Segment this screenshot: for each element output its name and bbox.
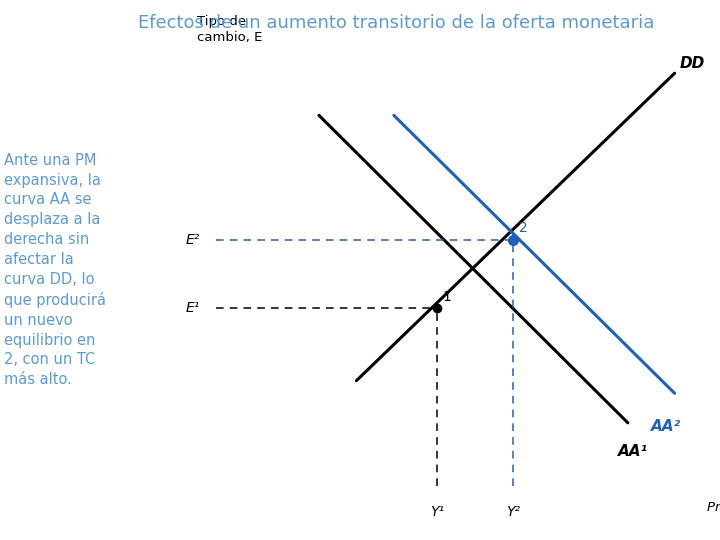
Text: Efectos de un aumento transitorio de la oferta monetaria: Efectos de un aumento transitorio de la … xyxy=(138,14,654,31)
Text: Y²: Y² xyxy=(506,505,521,519)
Text: Y¹: Y¹ xyxy=(430,505,444,519)
Text: 2: 2 xyxy=(519,221,528,235)
Text: Tipo de
cambio, E: Tipo de cambio, E xyxy=(197,15,263,44)
Text: Producto, Y: Producto, Y xyxy=(708,501,720,514)
Text: E¹: E¹ xyxy=(185,301,199,315)
Text: E²: E² xyxy=(185,233,199,247)
Text: DD: DD xyxy=(680,56,705,71)
Text: AA¹: AA¹ xyxy=(618,444,649,459)
Text: AA²: AA² xyxy=(652,418,681,434)
Text: 1: 1 xyxy=(443,289,451,303)
Text: Ante una PM
expansiva, la
curva AA se
desplaza a la
derecha sin
afectar la
curva: Ante una PM expansiva, la curva AA se de… xyxy=(4,153,106,387)
